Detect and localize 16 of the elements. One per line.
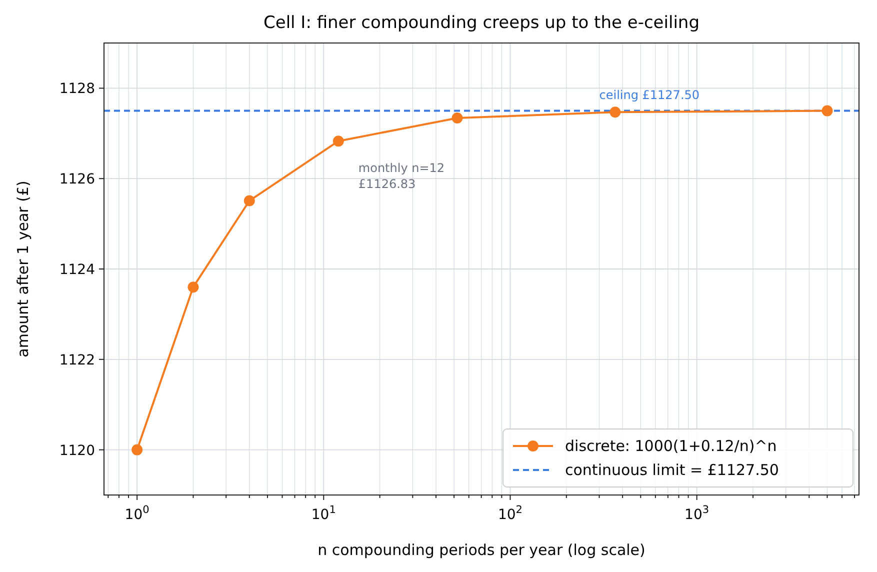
legend-label: discrete: 1000(1+0.12/n)^n [565,437,777,455]
x-tick-label: 10$^{2}$ [498,504,522,523]
annotation: ceiling £1127.50 [599,88,700,102]
x-tick-label: 10$^{1}$ [311,504,336,523]
y-tick-label: 1128 [59,81,95,98]
y-tick-label: 1126 [59,172,96,188]
y-tick-label: 1120 [59,442,95,459]
x-tick-label: 10$^{3}$ [684,504,710,523]
x-axis-title: n compounding periods per year (log scale) [318,541,646,559]
legend-label: continuous limit = £1127.50 [565,461,779,479]
chart-title: Cell I: finer compounding creeps up to the e-ceiling [264,13,700,33]
x-tick-label: 10$^{0}$ [124,504,150,523]
y-tick-label: 1124 [59,262,96,278]
annotation: monthly n=12 £1126.83 [358,161,445,191]
y-tick-label: 1122 [59,352,95,368]
y-axis-title: amount after 1 year (£) [14,180,32,358]
